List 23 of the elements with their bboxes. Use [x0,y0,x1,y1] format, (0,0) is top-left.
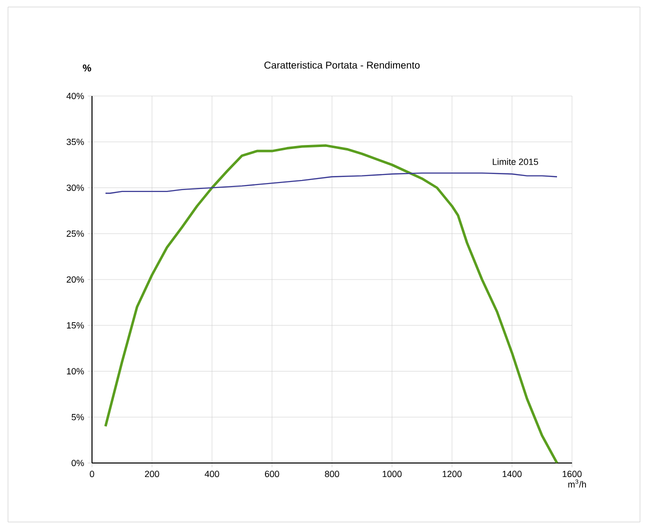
x-tick-label: 1000 [382,470,402,478]
y-tick-label: 30% [66,184,84,191]
line-series [104,144,558,463]
x-tick-label: 400 [204,470,220,478]
x-tick-label: 1200 [442,470,462,478]
y-tick-label: 5% [72,414,84,420]
y-tick-label: 25% [66,230,84,237]
series-label: Limite 2015 [492,158,538,165]
y-axis-title: % [82,64,92,72]
y-tick-label: 0% [72,460,84,466]
x-axis-title: m$^{3}$/h [568,480,586,488]
x-tick-label: 0 [90,470,94,478]
y-tick-label: 10% [66,368,84,374]
y-tick-label: 35% [66,138,84,146]
x-tick-label: 1400 [502,470,522,478]
x-tick-label: 200 [144,470,160,478]
y-tick-label: 20% [66,276,84,283]
chart-title: Caratteristica Portata - Rendimento [264,61,420,69]
y-tick-label: 15% [66,322,84,329]
x-tick-label: 1600 [562,470,582,478]
y-tick-label: 40% [66,92,84,100]
x-tick-label: 800 [324,470,340,478]
x-tick-label: 600 [264,470,280,478]
